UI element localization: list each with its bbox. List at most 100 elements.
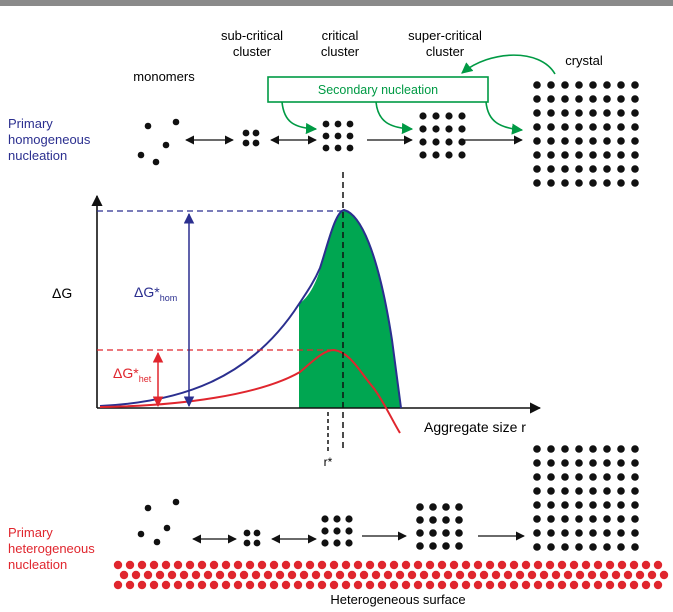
- top-border: [0, 0, 673, 6]
- surface-dot: [383, 570, 393, 580]
- surface-dot: [461, 560, 471, 570]
- surface-dot: [161, 560, 171, 570]
- monomers-label: monomers: [133, 69, 195, 84]
- surface-dot: [509, 580, 519, 590]
- particle-dot: [589, 445, 597, 453]
- particle-dot: [345, 515, 353, 523]
- surface-dot: [281, 560, 291, 570]
- particle-dot: [575, 109, 583, 117]
- particle-dot: [631, 165, 639, 173]
- particle-dot: [603, 179, 611, 187]
- surface-dot: [227, 570, 237, 580]
- particle-dot: [547, 529, 555, 537]
- particle-dot: [603, 109, 611, 117]
- surface-dot: [341, 560, 351, 570]
- surface-dot: [377, 580, 387, 590]
- particle-dot: [547, 179, 555, 187]
- particle-dot: [547, 151, 555, 159]
- secondary-nucleation-label: Secondary nucleation: [318, 83, 438, 97]
- particle-dot: [547, 123, 555, 131]
- particle-dot: [445, 138, 453, 146]
- particle-dot: [617, 529, 625, 537]
- surface-dot: [413, 580, 423, 590]
- surface-dot: [155, 570, 165, 580]
- surface-dot: [653, 580, 663, 590]
- surface-dot: [545, 580, 555, 590]
- surface-dot: [215, 570, 225, 580]
- surface-dot: [353, 580, 363, 590]
- particle-dot: [429, 516, 437, 524]
- particle-dot: [533, 137, 541, 145]
- particle-dot: [603, 151, 611, 159]
- particle-dot: [442, 516, 450, 524]
- particle-dot: [416, 516, 424, 524]
- particle-dot: [419, 112, 427, 120]
- bottom-critical-cluster: [321, 515, 353, 547]
- surface-dot: [449, 560, 459, 570]
- particle-dot: [432, 112, 440, 120]
- surface-dot: [605, 580, 615, 590]
- particle-dot: [575, 95, 583, 103]
- top-critical-cluster: [322, 120, 354, 152]
- particle-dot: [589, 473, 597, 481]
- particle-dot: [334, 120, 342, 128]
- particle-dot: [432, 138, 440, 146]
- particle-dot: [631, 445, 639, 453]
- primary-heterogeneous-label-3: nucleation: [8, 557, 67, 572]
- surface-dot: [557, 580, 567, 590]
- surface-dot: [149, 560, 159, 570]
- particle-dot: [533, 529, 541, 537]
- particle-dot: [617, 165, 625, 173]
- particle-dot: [429, 542, 437, 550]
- surface-dot: [611, 570, 621, 580]
- particle-dot: [533, 81, 541, 89]
- particle-dot: [533, 459, 541, 467]
- surface-dot: [515, 570, 525, 580]
- surface-dot: [593, 580, 603, 590]
- surface-dot: [431, 570, 441, 580]
- particle-dot: [631, 109, 639, 117]
- surface-dot: [557, 560, 567, 570]
- top-monomers: [137, 118, 180, 166]
- particle-dot: [416, 529, 424, 537]
- surface-dot: [233, 560, 243, 570]
- surface-dot: [329, 580, 339, 590]
- surface-dot: [365, 560, 375, 570]
- surface-dot: [179, 570, 189, 580]
- particle-dot: [533, 473, 541, 481]
- surface-dot: [581, 560, 591, 570]
- particle-dot: [617, 473, 625, 481]
- surface-dot: [473, 580, 483, 590]
- surface-dot: [257, 560, 267, 570]
- particle-dot: [321, 527, 329, 535]
- critical-radius-label: r*: [324, 455, 333, 469]
- particle-dot: [322, 120, 330, 128]
- surface-dot: [401, 560, 411, 570]
- particle-dot: [631, 515, 639, 523]
- surface-dot: [353, 560, 363, 570]
- surface-dot: [599, 570, 609, 580]
- surface-dot: [221, 560, 231, 570]
- particle-dot: [575, 123, 583, 131]
- particle-dot: [631, 473, 639, 481]
- surface-dot: [173, 560, 183, 570]
- particle-dot: [321, 515, 329, 523]
- particle-dot: [533, 95, 541, 103]
- surface-dot: [437, 580, 447, 590]
- particle-dot: [416, 542, 424, 550]
- heterogeneous-surface-label: Heterogeneous surface: [330, 592, 465, 607]
- particle-dot: [603, 529, 611, 537]
- surface-dot: [293, 560, 303, 570]
- critical-label-2: cluster: [321, 44, 360, 59]
- particle-dot: [547, 473, 555, 481]
- particle-dot: [575, 81, 583, 89]
- surface-dot: [401, 580, 411, 590]
- particle-dot: [631, 487, 639, 495]
- particle-dot: [432, 125, 440, 133]
- surface-dot: [281, 580, 291, 590]
- secondary-arrow-critical: [281, 101, 318, 135]
- particle-dot: [603, 459, 611, 467]
- particle-dot: [458, 125, 466, 133]
- surface-dot: [191, 570, 201, 580]
- particle-dot: [631, 543, 639, 551]
